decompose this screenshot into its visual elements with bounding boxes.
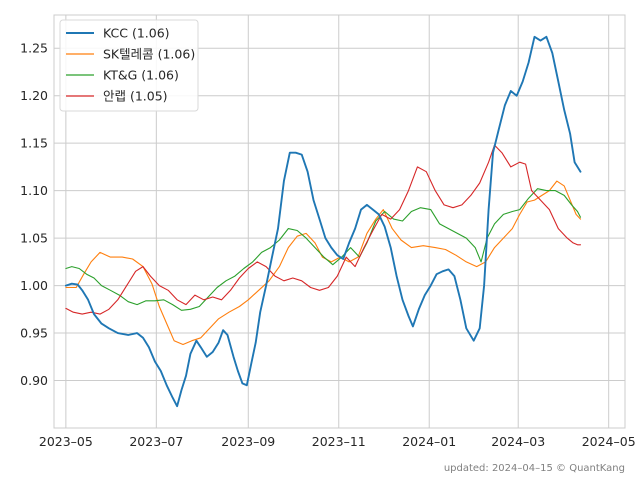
legend-label: 안랩 (1.05) bbox=[103, 89, 168, 104]
x-tick-label: 2024–03 bbox=[491, 434, 545, 449]
x-tick-label: 2023–07 bbox=[129, 434, 183, 449]
footer-text: updated: 2024–04–15 © QuantKang bbox=[444, 463, 625, 474]
y-tick-label: 0.95 bbox=[20, 326, 48, 341]
x-tick-label: 2024–05 bbox=[582, 434, 636, 449]
y-tick-label: 1.25 bbox=[20, 41, 48, 56]
legend-box bbox=[59, 19, 199, 112]
y-axis: 0.90 0.95 1.00 1.05 1.10 1.15 1.20 1.25 bbox=[20, 41, 48, 388]
y-tick-label: 0.90 bbox=[20, 373, 48, 388]
series-line-2 bbox=[65, 188, 582, 311]
legend-label: KT&G (1.06) bbox=[103, 68, 179, 83]
series-line-0 bbox=[64, 35, 582, 408]
y-tick-label: 1.10 bbox=[20, 183, 48, 198]
x-tick-label: 2023–09 bbox=[221, 434, 275, 449]
y-tick-label: 1.15 bbox=[20, 136, 48, 151]
legend-label: KCC (1.06) bbox=[103, 26, 170, 41]
series-line-3 bbox=[65, 144, 582, 315]
x-tick-label: 2023–05 bbox=[39, 434, 93, 449]
series-layer bbox=[64, 35, 582, 408]
y-tick-label: 1.00 bbox=[20, 278, 48, 293]
series-line-1 bbox=[65, 180, 582, 346]
legend: KCC (1.06) SK텔레콤 (1.06) KT&G (1.06) 안랩 (1.0… bbox=[59, 19, 199, 112]
x-axis: 2023–05 2023–07 2023–09 2023–11 2024–01 2024–… bbox=[39, 434, 636, 449]
y-tick-label: 1.20 bbox=[20, 88, 48, 103]
x-tick-label: 2024–01 bbox=[402, 434, 456, 449]
legend-label: SK텔레콤 (1.06) bbox=[103, 47, 195, 62]
y-tick-label: 1.05 bbox=[20, 231, 48, 246]
x-tick-label: 2023–11 bbox=[312, 434, 366, 449]
plot-frame bbox=[53, 14, 626, 429]
